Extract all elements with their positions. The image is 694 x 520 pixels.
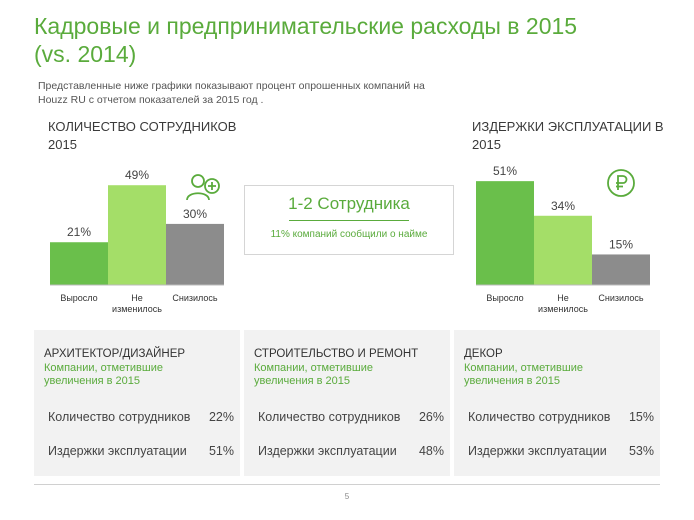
- row-value: 26%: [418, 410, 444, 424]
- panel-subtitle: Компании, отметившие увеличения в 2015: [254, 362, 373, 387]
- category-label: Не изменилось: [538, 293, 588, 314]
- callout-text: 11% компаний сообщили о найме: [270, 229, 428, 240]
- row-label: Количество сотрудников: [258, 410, 401, 424]
- row-label: Издержки эксплуатации: [258, 444, 397, 458]
- hiring-callout: 1-2 Сотрудника 11% компаний сообщили о н…: [244, 185, 454, 255]
- panel-title: Архитектор/дизайнер: [44, 348, 186, 360]
- category-label: Не изменилось: [112, 293, 162, 314]
- row-value: 15%: [628, 410, 654, 424]
- page-subtitle: Представленные ниже графики показывают п…: [38, 80, 425, 106]
- footer-divider: [34, 484, 660, 485]
- panel-subtitle: Компании, отметившие увеличения в 2015: [464, 362, 583, 387]
- bar-0: [50, 242, 108, 285]
- panel-row-costs: Издержки эксплуатации 51%: [48, 444, 238, 458]
- bar-value-label: 51%: [493, 164, 517, 178]
- row-label: Количество сотрудников: [48, 410, 191, 424]
- page-title: Кадровые и предпринимательские расходы в…: [34, 13, 578, 67]
- row-value: 53%: [628, 444, 654, 458]
- ruble-icon: [607, 169, 635, 197]
- row-value: 51%: [208, 444, 234, 458]
- bar-1: [108, 185, 166, 285]
- bar-2: [592, 254, 650, 285]
- category-label: Снизилось: [598, 293, 644, 303]
- bar-value-label: 34%: [551, 199, 575, 213]
- callout-title: 1-2 Сотрудника: [288, 194, 410, 213]
- chart-title-staff: Количество сотрудников 2015: [48, 119, 237, 152]
- panel-row-staff: Количество сотрудников 15%: [468, 410, 658, 424]
- row-label: Количество сотрудников: [468, 410, 611, 424]
- bar-value-label: 30%: [183, 207, 207, 221]
- callout-divider: [289, 220, 409, 221]
- row-value: 48%: [418, 444, 444, 458]
- panel-construction: Строительство и ремонт Компании, отметив…: [244, 330, 450, 476]
- category-label: Выросло: [60, 293, 97, 303]
- panel-decor: Декор Компании, отметившие увеличения в …: [454, 330, 660, 476]
- panel-row-staff: Количество сотрудников 22%: [48, 410, 238, 424]
- panel-row-staff: Количество сотрудников 26%: [258, 410, 448, 424]
- category-label: Снизилось: [172, 293, 218, 303]
- page-number: 5: [344, 492, 350, 501]
- panel-architect: Архитектор/дизайнер Компании, отметившие…: [34, 330, 240, 476]
- row-label: Издержки эксплуатации: [468, 444, 607, 458]
- costs-bar-chart: 51% Выросло 34% Не изменилось 15% Снизилось: [476, 164, 650, 314]
- panel-subtitle: Компании, отметившие увеличения в 2015: [44, 362, 163, 387]
- category-label: Выросло: [486, 293, 523, 303]
- panel-title: Строительство и ремонт: [254, 348, 419, 360]
- bar-value-label: 21%: [67, 225, 91, 239]
- panel-title: Декор: [464, 348, 503, 360]
- segment-panels: Архитектор/дизайнер Компании, отметившие…: [34, 330, 660, 476]
- panel-row-costs: Издержки эксплуатации 48%: [258, 444, 448, 458]
- row-label: Издержки эксплуатации: [48, 444, 187, 458]
- staff-bar-chart: 21% Выросло 49% Не изменилось 30% Снизилось: [50, 168, 224, 314]
- chart-title-costs: Издержки эксплуатации в 2015: [472, 119, 664, 152]
- bar-2: [166, 223, 224, 285]
- bar-1: [534, 215, 592, 285]
- add-user-icon: [186, 174, 220, 201]
- bar-value-label: 49%: [125, 168, 149, 182]
- bar-value-label: 15%: [609, 237, 633, 251]
- bar-0: [476, 181, 534, 285]
- row-value: 22%: [208, 410, 234, 424]
- panel-row-costs: Издержки эксплуатации 53%: [468, 444, 658, 458]
